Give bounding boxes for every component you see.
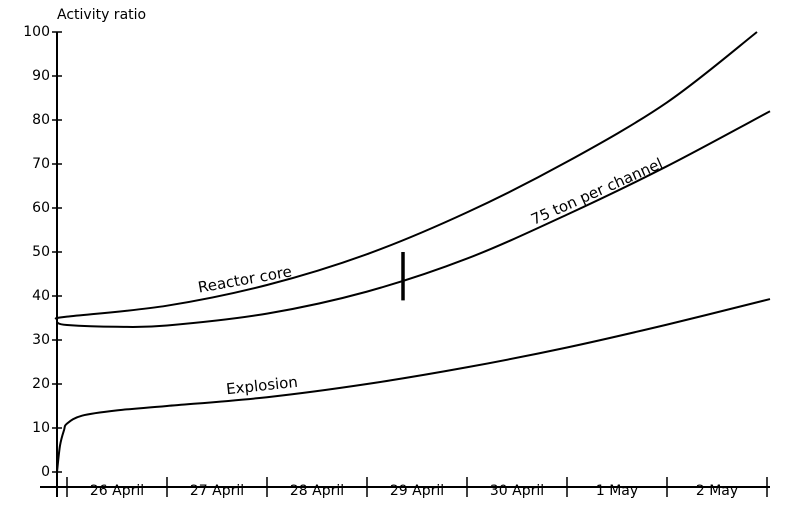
y-tick-label: 0 [41, 464, 50, 480]
y-tick-label: 80 [32, 112, 50, 128]
y-tick-label: 10 [32, 420, 50, 436]
y-tick-label: 30 [32, 332, 50, 348]
x-tick-label: 30 April [490, 483, 544, 499]
y-tick-label: 40 [32, 288, 50, 304]
y-tick-label: 100 [23, 24, 50, 40]
x-tick-label: 2 May [696, 483, 738, 499]
y-tick-label: 50 [32, 244, 50, 260]
y-tick-label: 90 [32, 68, 50, 84]
y-axis-label: Activity ratio [57, 7, 146, 23]
line [56, 110, 771, 328]
x-tick-label: 29 April [390, 483, 444, 499]
x-tick-label: 27 April [190, 483, 244, 499]
line [54, 31, 758, 320]
x-tick-label: 28 April [290, 483, 344, 499]
line [56, 298, 771, 473]
y-tick-label: 70 [32, 156, 50, 172]
series-label: 75 ton per channel [528, 154, 665, 228]
y-tick-label: 60 [32, 200, 50, 216]
x-tick-label: 26 April [90, 483, 144, 499]
y-tick-label: 20 [32, 376, 50, 392]
x-tick-label: 1 May [596, 483, 638, 499]
series-label: Reactor core [197, 262, 294, 296]
